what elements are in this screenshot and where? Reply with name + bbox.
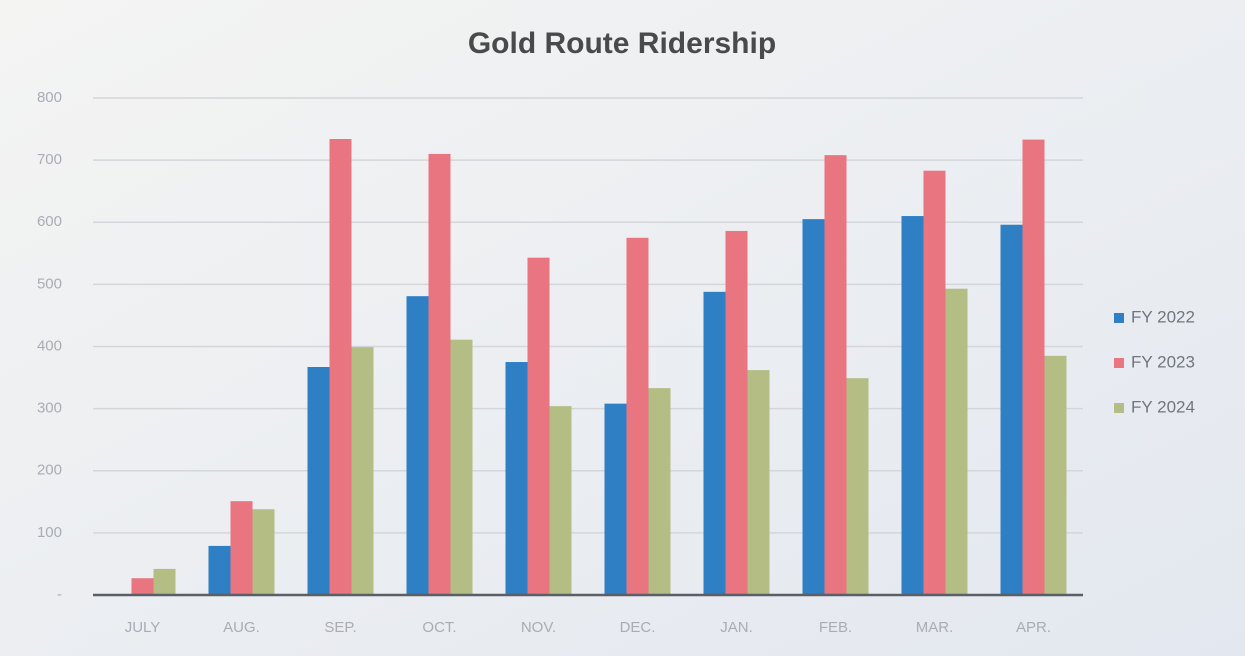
x-tick-label: JULY xyxy=(125,619,161,636)
bar xyxy=(307,367,330,595)
bar xyxy=(252,509,275,595)
bar xyxy=(846,378,869,595)
x-tick-label: JAN. xyxy=(720,619,753,636)
bar xyxy=(1044,355,1067,595)
bar xyxy=(230,501,253,595)
x-tick-label: DEC. xyxy=(620,619,656,636)
legend-label: FY 2023 xyxy=(1131,352,1195,371)
y-tick-label: 800 xyxy=(37,89,62,106)
legend-swatch xyxy=(1114,403,1124,413)
bar xyxy=(450,339,473,595)
x-tick-label: AUG. xyxy=(223,619,260,636)
y-tick-label: 600 xyxy=(37,213,62,230)
x-tick-label: SEP. xyxy=(324,619,356,636)
bar xyxy=(1022,139,1045,595)
bar xyxy=(131,578,154,595)
legend-swatch xyxy=(1114,358,1124,368)
bar xyxy=(923,170,946,595)
bar xyxy=(604,403,627,595)
bar xyxy=(747,370,770,595)
chart-title: Gold Route Ridership xyxy=(468,27,776,60)
bar xyxy=(626,237,649,595)
bar xyxy=(406,296,429,595)
bar xyxy=(802,219,825,596)
bar xyxy=(329,139,352,595)
bar xyxy=(725,230,748,595)
legend-swatch xyxy=(1114,313,1124,323)
y-tick-label: 100 xyxy=(37,524,62,541)
y-tick-label: 200 xyxy=(37,462,62,479)
y-tick-label: 300 xyxy=(37,400,62,417)
bar xyxy=(351,347,374,595)
y-tick-label: - xyxy=(57,586,62,603)
y-tick-label: 700 xyxy=(37,151,62,168)
bar xyxy=(549,406,572,595)
legend-label: FY 2022 xyxy=(1131,307,1195,326)
bar xyxy=(527,257,550,595)
bar xyxy=(703,291,726,595)
bar xyxy=(945,288,968,595)
bar xyxy=(505,362,528,595)
y-tick-label: 500 xyxy=(37,275,62,292)
x-tick-label: NOV. xyxy=(521,619,556,636)
bar xyxy=(648,388,671,595)
bar xyxy=(208,545,231,595)
x-tick-label: FEB. xyxy=(819,619,852,636)
bar xyxy=(1000,224,1023,596)
legend-label: FY 2024 xyxy=(1131,397,1195,416)
x-tick-label: OCT. xyxy=(422,619,456,636)
bar xyxy=(824,155,847,595)
x-tick-label: APR. xyxy=(1016,619,1051,636)
bar xyxy=(153,568,176,595)
bar xyxy=(901,216,924,595)
bar xyxy=(428,153,451,595)
x-tick-label: MAR. xyxy=(916,619,954,636)
y-tick-label: 400 xyxy=(37,337,62,354)
